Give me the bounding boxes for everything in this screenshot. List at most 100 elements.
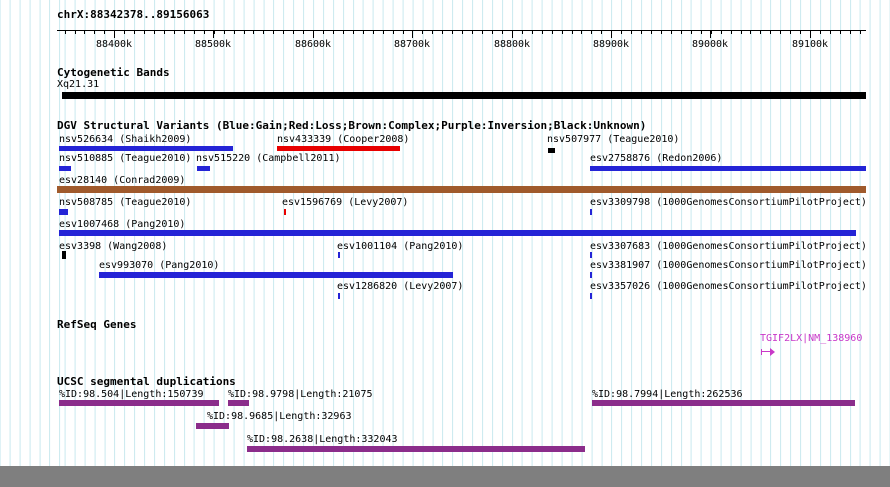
ruler-minor-tick xyxy=(204,30,205,34)
gene-arrow-icon[interactable] xyxy=(761,348,776,356)
ruler-minor-tick xyxy=(263,30,264,34)
feature-label-esv1007468[interactable]: esv1007468 (Pang2010) xyxy=(59,219,186,230)
feature-label-nsv510885[interactable]: nsv510885 (Teague2010) xyxy=(59,153,192,164)
cytoband-bar[interactable] xyxy=(62,92,866,99)
feature-label-esv2758876[interactable]: esv2758876 (Redon2006) xyxy=(590,153,723,164)
ruler-minor-tick xyxy=(333,30,334,34)
feature-bar-esv1001104[interactable] xyxy=(338,252,340,258)
ruler-tick-label: 88900k xyxy=(592,39,630,50)
feature-label-esv1286820[interactable]: esv1286820 (Levy2007) xyxy=(337,281,464,292)
feature-bar-esv1007468[interactable] xyxy=(59,230,856,236)
ruler-baseline xyxy=(57,30,866,31)
ruler-minor-tick xyxy=(542,30,543,34)
ruler-tick-label: 88700k xyxy=(393,39,431,50)
gene-arrow-line xyxy=(761,351,771,352)
feature-label-segdup-3[interactable]: %ID:98.7994|Length:262536 xyxy=(592,389,743,400)
ruler-minor-tick xyxy=(234,30,235,34)
feature-label-esv1596769[interactable]: esv1596769 (Levy2007) xyxy=(282,197,409,208)
ruler-minor-tick xyxy=(750,30,751,34)
feature-label-esv3398[interactable]: esv3398 (Wang2008) xyxy=(59,241,168,252)
ruler-minor-tick xyxy=(572,30,573,34)
ruler-minor-tick xyxy=(293,30,294,34)
feature-bar-esv3309798[interactable] xyxy=(590,209,592,215)
ruler-tick-label: 89100k xyxy=(791,39,829,50)
ruler-minor-tick xyxy=(651,30,652,34)
ruler-minor-tick xyxy=(224,30,225,34)
feature-label-segdup-2[interactable]: %ID:98.9798|Length:21075 xyxy=(228,389,373,400)
ruler-minor-tick xyxy=(552,30,553,34)
ruler-minor-tick xyxy=(124,30,125,34)
ruler-minor-tick xyxy=(174,30,175,34)
feature-bar-esv3307683[interactable] xyxy=(590,252,592,258)
ruler-minor-tick xyxy=(701,30,702,34)
feature-bar-esv993070[interactable] xyxy=(99,272,453,278)
ruler-minor-tick xyxy=(721,30,722,34)
ruler-minor-tick xyxy=(383,30,384,34)
feature-label-esv28140[interactable]: esv28140 (Conrad2009) xyxy=(59,175,186,186)
section-title-ucsc-segmental-duplications: UCSC segmental duplications xyxy=(57,375,236,388)
ruler-minor-tick xyxy=(244,30,245,34)
feature-bar-nsv526634[interactable] xyxy=(59,146,233,151)
section-title-refseq-genes: RefSeq Genes xyxy=(57,318,137,331)
ruler-minor-tick xyxy=(65,30,66,34)
ruler-minor-tick xyxy=(681,30,682,34)
feature-label-nsv526634[interactable]: nsv526634 (Shaikh2009) xyxy=(59,134,192,145)
feature-bar-segdup-3[interactable] xyxy=(592,400,855,406)
feature-bar-esv3357026[interactable] xyxy=(590,293,592,299)
feature-label-segdup-4[interactable]: %ID:98.9685|Length:32963 xyxy=(207,411,352,422)
ruler-tick-label: 89000k xyxy=(691,39,729,50)
ruler-minor-tick xyxy=(770,30,771,34)
feature-label-esv3357026[interactable]: esv3357026 (1000GenomesConsortiumPilotPr… xyxy=(590,281,867,292)
ruler-minor-tick xyxy=(671,30,672,34)
ruler-minor-tick xyxy=(860,30,861,34)
feature-label-esv3307683[interactable]: esv3307683 (1000GenomesConsortiumPilotPr… xyxy=(590,241,867,252)
feature-label-esv3381907[interactable]: esv3381907 (1000GenomesConsortiumPilotPr… xyxy=(590,260,867,271)
feature-bar-nsv515220[interactable] xyxy=(197,166,210,171)
ruler-minor-tick xyxy=(393,30,394,34)
ruler-minor-tick xyxy=(134,30,135,34)
ruler-minor-tick xyxy=(780,30,781,34)
gene-arrow-head xyxy=(770,348,775,356)
ruler-minor-tick xyxy=(462,30,463,34)
feature-label-nsv515220[interactable]: nsv515220 (Campbell2011) xyxy=(196,153,341,164)
gene-label-TGIF2LX[interactable]: TGIF2LX|NM_138960 xyxy=(760,333,863,344)
ruler-major-tick xyxy=(810,30,811,38)
feature-bar-esv2758876[interactable] xyxy=(590,166,866,171)
ruler-minor-tick xyxy=(75,30,76,34)
feature-label-esv1001104[interactable]: esv1001104 (Pang2010) xyxy=(337,241,464,252)
feature-bar-nsv508785[interactable] xyxy=(59,209,68,215)
feature-bar-nsv507977[interactable] xyxy=(548,148,555,153)
feature-bar-esv1596769[interactable] xyxy=(284,209,286,215)
feature-bar-esv1286820[interactable] xyxy=(338,293,340,299)
feature-bar-nsv433339[interactable] xyxy=(277,146,400,151)
ruler-minor-tick xyxy=(492,30,493,34)
feature-label-nsv433339[interactable]: nsv433339 (Cooper2008) xyxy=(277,134,410,145)
ruler-minor-tick xyxy=(323,30,324,34)
feature-bar-segdup-4[interactable] xyxy=(196,423,229,429)
ruler-major-tick xyxy=(512,30,513,38)
feature-bar-segdup-2[interactable] xyxy=(228,400,249,406)
feature-label-esv3309798[interactable]: esv3309798 (1000GenomesConsortiumPilotPr… xyxy=(590,197,867,208)
feature-bar-segdup-1[interactable] xyxy=(59,400,219,406)
ruler-major-tick xyxy=(611,30,612,38)
feature-label-esv993070[interactable]: esv993070 (Pang2010) xyxy=(99,260,220,271)
ruler-minor-tick xyxy=(154,30,155,34)
ruler-minor-tick xyxy=(283,30,284,34)
feature-bar-nsv510885[interactable] xyxy=(59,166,71,171)
ruler-minor-tick xyxy=(800,30,801,34)
ruler-minor-tick xyxy=(581,30,582,34)
ruler-minor-tick xyxy=(84,30,85,34)
feature-label-segdup-5[interactable]: %ID:98.2638|Length:332043 xyxy=(247,434,398,445)
ruler-minor-tick xyxy=(621,30,622,34)
feature-bar-esv28140[interactable] xyxy=(57,186,866,193)
feature-bar-segdup-5[interactable] xyxy=(247,446,585,452)
feature-bar-esv3398[interactable] xyxy=(62,251,66,259)
ruler-minor-tick xyxy=(731,30,732,34)
feature-label-nsv507977[interactable]: nsv507977 (Teague2010) xyxy=(547,134,680,145)
feature-label-segdup-1[interactable]: %ID:98.504|Length:150739 xyxy=(59,389,204,400)
feature-label-nsv508785[interactable]: nsv508785 (Teague2010) xyxy=(59,197,192,208)
feature-bar-esv3381907[interactable] xyxy=(590,272,592,278)
ruler-minor-tick xyxy=(104,30,105,34)
